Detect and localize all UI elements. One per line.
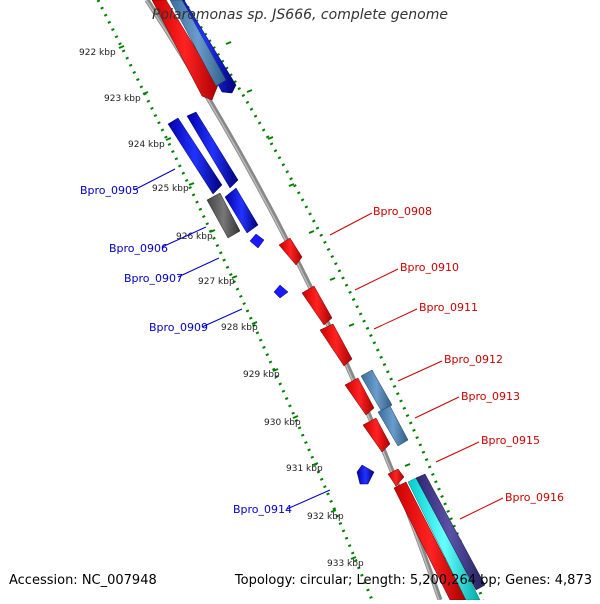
scale-tick <box>330 509 337 513</box>
genome-backbone-highlight <box>145 0 440 601</box>
scale-tick <box>312 462 319 466</box>
scale-label: 924 kbp <box>128 140 165 150</box>
forward-gene-arrow <box>362 417 391 453</box>
leader-line-bpro-0915 <box>435 441 480 463</box>
misc-gene-block <box>415 473 486 591</box>
reverse-gene-labels: Bpro_0905 Bpro_0906 Bpro_0907 Bpro_0909 … <box>80 184 292 516</box>
gene-label-bpro-0913[interactable]: Bpro_0913 <box>461 390 520 403</box>
reverse-gene-arrow <box>186 111 239 189</box>
scale-label: 933 kbp <box>327 559 364 569</box>
gene-label-bpro-0909[interactable]: Bpro_0909 <box>149 321 208 334</box>
scale-label: 929 kbp <box>243 370 280 380</box>
gene-label-bpro-0915[interactable]: Bpro_0915 <box>481 434 540 447</box>
outer-scale-tick <box>308 230 315 234</box>
scale-labels: 922 kbp 923 kbp 924 kbp 925 kbp 926 kbp 927 k… <box>79 48 364 569</box>
leader-line-bpro-0910 <box>354 268 399 291</box>
leader-line-bpro-0907 <box>177 257 220 278</box>
gene-label-bpro-0908[interactable]: Bpro_0908 <box>373 205 432 218</box>
forward-strand-genes <box>151 0 486 601</box>
scale-label: 926 kbp <box>176 232 213 242</box>
pseudo-gene-block <box>206 192 241 239</box>
forward-gene-arrow <box>278 237 303 266</box>
outer-scale-tick <box>225 41 232 45</box>
scale-tick <box>142 91 149 95</box>
reverse-gene-arrow <box>273 284 289 299</box>
leader-line-bpro-0905 <box>133 168 176 191</box>
scale-label: 928 kbp <box>221 323 258 333</box>
outer-scale-tick <box>246 89 253 93</box>
scale-label: 927 kbp <box>198 277 235 287</box>
gene-label-bpro-0911[interactable]: Bpro_0911 <box>419 301 478 314</box>
forward-gene-arrow <box>319 323 353 367</box>
forward-gene-arrow <box>387 468 405 487</box>
outer-scale-ring <box>181 0 485 601</box>
scale-label: 932 kbp <box>307 512 344 522</box>
scale-tick <box>165 137 172 141</box>
forward-gene-arrow <box>301 285 333 326</box>
outer-scale-tick <box>329 277 336 281</box>
scale-label: 930 kbp <box>264 418 301 428</box>
leader-line-bpro-0912 <box>397 360 443 382</box>
gene-label-bpro-0910[interactable]: Bpro_0910 <box>400 261 459 274</box>
gene-label-bpro-0914[interactable]: Bpro_0914 <box>233 503 292 516</box>
scale-tick <box>292 415 299 419</box>
leader-line-bpro-0913 <box>414 396 460 419</box>
scale-tick <box>118 45 125 49</box>
scale-tick <box>209 229 216 233</box>
gene-label-bpro-0906[interactable]: Bpro_0906 <box>109 242 168 255</box>
reverse-gene-arrow <box>356 464 375 485</box>
genome-stats-text: Topology: circular; Length: 5,200,264 bp… <box>234 573 592 588</box>
scale-tick <box>231 275 238 279</box>
leader-line-bpro-0908 <box>329 212 373 236</box>
rna-gene-block <box>360 369 393 413</box>
outer-scale-tick <box>267 136 274 140</box>
scale-tick <box>251 321 258 325</box>
gene-label-bpro-0905[interactable]: Bpro_0905 <box>80 184 139 197</box>
scale-label: 922 kbp <box>79 48 116 58</box>
outer-scale-tick <box>404 463 411 467</box>
accession-text: Accession: NC_007948 <box>9 573 157 588</box>
inner-scale-ring <box>96 0 374 601</box>
leader-line-bpro-0909 <box>201 308 243 328</box>
leader-line-bpro-0911 <box>373 308 418 330</box>
genome-backbone <box>144 0 443 601</box>
scale-label: 931 kbp <box>286 464 323 474</box>
leader-line-bpro-0914 <box>286 489 331 510</box>
gene-label-bpro-0912[interactable]: Bpro_0912 <box>444 353 503 366</box>
forward-gene-arrow <box>344 377 375 416</box>
rna-gene-block <box>169 0 227 87</box>
scale-tick <box>188 182 195 186</box>
rna-gene-block <box>377 405 409 447</box>
map-title: Polaromonas sp. JS666, complete genome <box>152 7 448 23</box>
leader-line-bpro-0906 <box>161 226 207 248</box>
gene-label-bpro-0916[interactable]: Bpro_0916 <box>505 491 564 504</box>
leader-line-bpro-0916 <box>459 497 504 520</box>
label-leader-lines <box>133 168 504 520</box>
reverse-gene-arrow <box>224 187 259 234</box>
outer-scale-tick <box>288 183 295 187</box>
forward-gene-labels: Bpro_0908 Bpro_0910 Bpro_0911 Bpro_0912 … <box>373 205 564 504</box>
reverse-gene-arrow <box>249 233 265 249</box>
reverse-gene-arrow <box>167 117 223 195</box>
scale-label: 923 kbp <box>104 94 141 104</box>
scale-tick <box>350 556 357 560</box>
scale-tick <box>272 368 279 372</box>
outer-scale-tick <box>348 323 355 327</box>
forward-gene-arrow <box>151 0 219 101</box>
gene-label-bpro-0907[interactable]: Bpro_0907 <box>124 272 183 285</box>
scale-label: 925 kbp <box>152 184 189 194</box>
